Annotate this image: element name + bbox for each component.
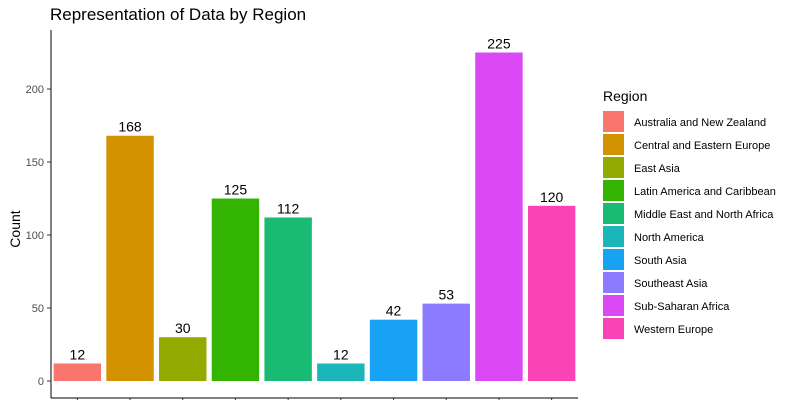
legend-swatch bbox=[603, 111, 624, 132]
bar-value-label: 12 bbox=[70, 346, 86, 362]
legend: Region Australia and New Zealand Central … bbox=[603, 88, 776, 339]
chart-title: Representation of Data by Region bbox=[50, 5, 306, 24]
bar bbox=[422, 303, 470, 381]
legend-label: Sub-Saharan Africa bbox=[634, 301, 730, 313]
legend-label: Southeast Asia bbox=[634, 278, 708, 290]
legend-label: South Asia bbox=[634, 255, 687, 267]
legend-label: Latin America and Caribbean bbox=[634, 186, 776, 198]
y-tick-label: 200 bbox=[26, 84, 44, 96]
legend-swatch bbox=[603, 318, 624, 339]
legend-label: East Asia bbox=[634, 163, 681, 175]
bar-value-label: 30 bbox=[175, 320, 191, 336]
legend-label: North America bbox=[634, 232, 705, 244]
bar-value-label: 120 bbox=[540, 189, 564, 205]
legend-title: Region bbox=[603, 88, 647, 104]
y-tick-label: 150 bbox=[26, 157, 44, 169]
y-tick-label: 0 bbox=[38, 376, 44, 388]
bar-value-label: 53 bbox=[438, 287, 454, 303]
bar-value-label: 112 bbox=[277, 200, 300, 216]
bar bbox=[264, 217, 312, 381]
bar bbox=[159, 337, 207, 381]
legend-label: Middle East and North Africa bbox=[634, 209, 774, 221]
bar-value-label: 125 bbox=[224, 182, 248, 198]
legend-label: Western Europe bbox=[634, 324, 713, 336]
legend-swatch bbox=[603, 226, 624, 247]
bar bbox=[317, 363, 365, 381]
legend-swatch bbox=[603, 249, 624, 270]
bar bbox=[369, 319, 418, 381]
bar-value-label: 12 bbox=[333, 346, 349, 362]
legend-label: Central and Eastern Europe bbox=[634, 140, 770, 152]
legend-swatch bbox=[603, 134, 624, 155]
legend-swatch bbox=[603, 295, 624, 316]
legend-swatch bbox=[603, 180, 624, 201]
bar bbox=[106, 135, 154, 381]
bar bbox=[527, 205, 576, 381]
legend-swatch bbox=[603, 272, 624, 293]
bar bbox=[53, 363, 102, 381]
bar-value-label: 42 bbox=[386, 303, 402, 319]
bar bbox=[475, 52, 523, 382]
legend-swatch bbox=[603, 157, 624, 178]
y-tick-label: 100 bbox=[26, 230, 44, 242]
legend-label: Australia and New Zealand bbox=[634, 117, 766, 129]
plot-area: 0 50 100 150 200 12 168 30 125 112 12 42 53 225 120 bbox=[26, 30, 578, 400]
bar-value-label: 168 bbox=[118, 119, 142, 135]
bar bbox=[211, 198, 260, 381]
y-axis-label: Count bbox=[7, 210, 23, 247]
bar-value-label: 225 bbox=[487, 36, 511, 52]
legend-swatch bbox=[603, 203, 624, 224]
y-tick-label: 50 bbox=[32, 303, 44, 315]
